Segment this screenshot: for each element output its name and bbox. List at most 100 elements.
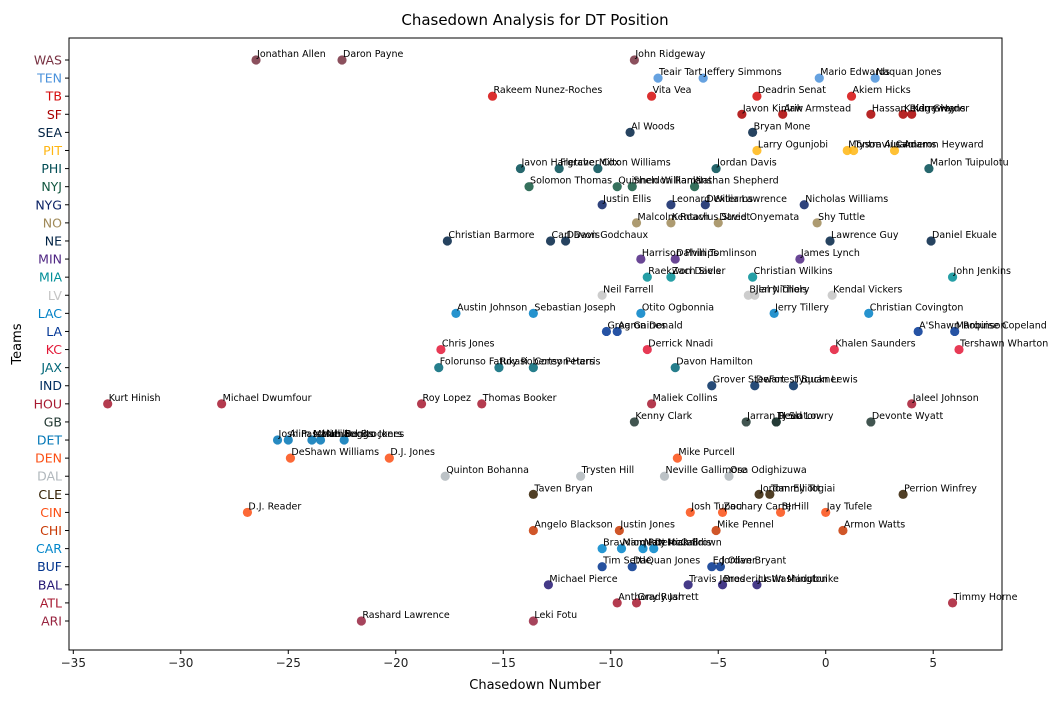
- data-point: [627, 562, 637, 572]
- y-tick-label: MIN: [38, 252, 62, 267]
- data-point: [597, 290, 607, 300]
- data-label: Angelo Blackson: [534, 520, 612, 531]
- data-point: [866, 109, 876, 119]
- y-tick-label: DET: [37, 433, 63, 448]
- data-label: Larry Ogunjobi: [758, 139, 828, 150]
- data-point: [629, 55, 639, 65]
- data-label: Marquise Copeland: [956, 320, 1047, 331]
- data-label: D.J. Reader: [248, 501, 301, 512]
- data-point: [913, 326, 923, 337]
- data-point: [631, 218, 642, 228]
- data-point: [251, 55, 261, 65]
- data-point: [795, 254, 805, 264]
- data-label: Solomon Thomas: [530, 176, 612, 187]
- data-point: [642, 344, 652, 355]
- x-tick-label: −15: [491, 656, 516, 670]
- data-label: Leki Fotu: [534, 610, 577, 621]
- data-point: [707, 562, 717, 572]
- data-label: Devonte Wyatt: [872, 411, 944, 422]
- y-tick-label: ATL: [40, 595, 62, 610]
- data-point: [554, 163, 564, 174]
- data-point: [616, 544, 627, 554]
- data-label: Taven Bryan: [533, 483, 592, 494]
- data-point: [765, 489, 775, 499]
- x-tick-label: −25: [276, 656, 301, 670]
- data-point: [950, 326, 960, 337]
- data-point: [750, 381, 760, 391]
- data-label: Bilal Nichols: [749, 284, 807, 295]
- data-point: [576, 471, 586, 481]
- data-point: [947, 598, 958, 608]
- data-point: [748, 272, 758, 282]
- data-label: Travis Jones: [688, 574, 745, 585]
- data-label: Kerry Hyder: [913, 103, 970, 114]
- data-label: Shy Tuttle: [818, 212, 865, 223]
- data-point: [670, 254, 680, 264]
- data-points: [103, 55, 964, 626]
- data-label: Jordan Davis: [716, 158, 777, 169]
- data-point: [689, 182, 700, 192]
- data-label: Neil Farrell: [603, 284, 653, 295]
- y-tick-label: LV: [48, 288, 63, 303]
- data-point: [715, 562, 725, 572]
- data-point: [737, 109, 747, 119]
- data-point: [103, 399, 113, 409]
- data-point: [528, 616, 538, 626]
- data-point: [741, 417, 751, 427]
- data-point: [528, 525, 538, 536]
- data-label: Austin Johnson: [457, 302, 527, 313]
- data-label: Kevin Givens: [904, 103, 965, 114]
- data-label: Bryan Mone: [754, 121, 811, 132]
- data-point: [612, 326, 622, 337]
- data-point: [612, 598, 622, 608]
- data-point: [612, 182, 622, 192]
- y-tick-label: TEN: [36, 71, 62, 86]
- data-label: Josh Paschal: [278, 429, 337, 440]
- data-point: [864, 308, 874, 318]
- y-tick-label: DEN: [35, 451, 62, 466]
- data-point: [849, 145, 859, 156]
- data-label: Jarran Reed: [746, 411, 802, 422]
- data-label: Jerry Tillery: [755, 284, 810, 295]
- x-tick-label: −10: [598, 656, 623, 670]
- data-label: Grady Jarrett: [638, 592, 699, 603]
- y-tick-label: HOU: [34, 396, 62, 411]
- data-label: Hassan Ridgeway: [872, 103, 956, 114]
- y-tick-label: WAS: [34, 53, 62, 68]
- plot-frame: [68, 37, 1003, 651]
- data-point: [627, 182, 637, 192]
- data-point: [653, 73, 663, 83]
- y-tick-label: LA: [46, 324, 62, 339]
- data-point: [477, 399, 487, 409]
- data-label: Justin Jones: [619, 520, 675, 531]
- data-label: Michael Pierce: [549, 574, 617, 585]
- data-point: [748, 127, 758, 137]
- y-tick-label: SF: [47, 107, 62, 122]
- data-point: [642, 272, 652, 282]
- data-label: Chris Jones: [442, 339, 495, 350]
- data-label: Michael Dwumfour: [223, 393, 312, 404]
- data-point: [560, 236, 571, 246]
- data-label: Rashard Lawrence: [362, 610, 449, 621]
- x-tick-label: 0: [822, 656, 830, 670]
- data-point: [713, 218, 723, 228]
- data-point: [743, 290, 753, 300]
- data-label: Daron Payne: [343, 49, 403, 60]
- data-point: [416, 399, 427, 409]
- data-label: Ed Oliver: [713, 556, 756, 567]
- data-label: Leonard Williams: [672, 194, 753, 205]
- data-label: Derrick Brown: [655, 538, 722, 549]
- x-tick-label: 5: [929, 656, 937, 670]
- y-tick-label: PHI: [41, 161, 62, 176]
- data-label: Armon Watts: [844, 520, 905, 531]
- data-point: [666, 218, 676, 228]
- data-label: Naquan Jones: [876, 67, 941, 78]
- data-label: Kendal Vickers: [833, 284, 902, 295]
- data-label: Grover Stewart: [713, 375, 785, 386]
- data-label: Mario Edwards: [820, 67, 890, 78]
- data-label: Mike Purcell: [678, 447, 735, 458]
- data-point: [870, 73, 880, 83]
- data-label: Kenny Clark: [635, 411, 692, 422]
- data-label: Lawrence Guy: [831, 230, 899, 241]
- data-label: Jordan Bryant: [720, 556, 786, 567]
